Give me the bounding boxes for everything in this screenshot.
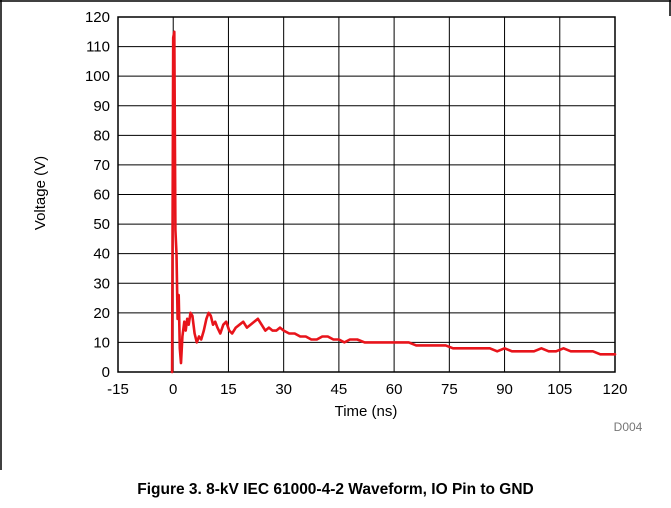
x-tick-label: 105 xyxy=(547,381,572,398)
y-tick-label: 80 xyxy=(93,127,110,144)
y-axis-label: Voltage (V) xyxy=(32,156,49,230)
y-tick-label: 50 xyxy=(93,216,110,233)
x-tick-label: 60 xyxy=(386,381,403,398)
x-tick-label: 90 xyxy=(496,381,513,398)
y-tick-label: 90 xyxy=(93,98,110,115)
x-tick-label: 75 xyxy=(441,381,458,398)
y-tick-label: 120 xyxy=(85,9,110,26)
x-axis-label: Time (ns) xyxy=(335,403,398,420)
y-tick-label: 20 xyxy=(93,305,110,322)
x-tick-label: 15 xyxy=(220,381,237,398)
y-tick-label: 10 xyxy=(93,334,110,351)
figure-tag: D004 xyxy=(614,420,643,434)
x-tick-label: 30 xyxy=(275,381,292,398)
x-tick-label: -15 xyxy=(107,381,129,398)
y-tick-label: 110 xyxy=(86,39,110,56)
y-tick-label: 70 xyxy=(93,157,110,174)
plot-frame xyxy=(117,16,616,373)
y-tick-label: 100 xyxy=(85,68,110,85)
y-tick-label: 60 xyxy=(93,187,110,204)
y-tick-label: 0 xyxy=(102,364,110,381)
figure-caption: Figure 3. 8-kV IEC 61000-4-2 Waveform, I… xyxy=(137,481,534,498)
x-tick-label: 120 xyxy=(602,381,627,398)
x-tick-labels: -15 0 15 30 45 60 75 90 105 120 xyxy=(107,381,627,398)
y-tick-label: 40 xyxy=(93,246,110,263)
x-tick-label: 0 xyxy=(169,381,177,398)
series-line xyxy=(170,30,617,374)
y-tick-label: 30 xyxy=(93,275,110,292)
x-tick-label: 45 xyxy=(331,381,348,398)
y-tick-labels: 0 10 20 30 40 50 60 70 80 90 100 110 120 xyxy=(85,9,110,381)
